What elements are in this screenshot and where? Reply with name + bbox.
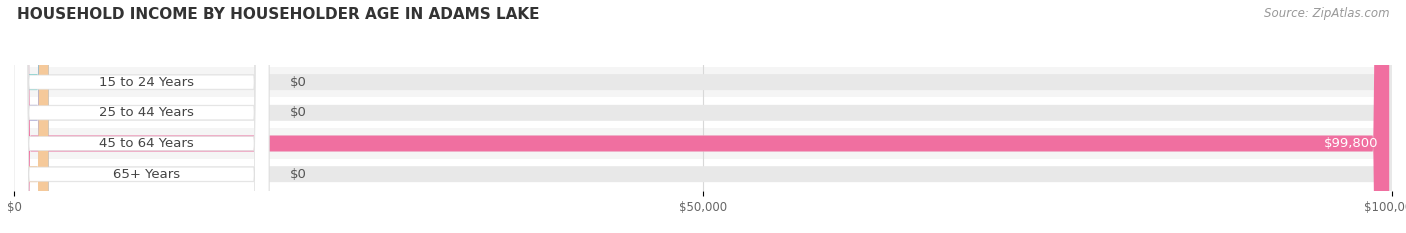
FancyBboxPatch shape bbox=[14, 0, 1392, 233]
FancyBboxPatch shape bbox=[14, 0, 269, 233]
Text: $99,800: $99,800 bbox=[1323, 137, 1378, 150]
FancyBboxPatch shape bbox=[14, 0, 48, 233]
FancyBboxPatch shape bbox=[14, 0, 1389, 233]
Text: Source: ZipAtlas.com: Source: ZipAtlas.com bbox=[1264, 7, 1389, 20]
Bar bbox=[14, 128, 1392, 159]
Bar bbox=[14, 159, 1392, 189]
FancyBboxPatch shape bbox=[14, 0, 48, 233]
Text: $0: $0 bbox=[290, 106, 307, 119]
FancyBboxPatch shape bbox=[14, 0, 1392, 233]
Bar bbox=[14, 67, 1392, 97]
FancyBboxPatch shape bbox=[14, 0, 48, 233]
Text: $0: $0 bbox=[290, 168, 307, 181]
FancyBboxPatch shape bbox=[14, 0, 269, 233]
Text: HOUSEHOLD INCOME BY HOUSEHOLDER AGE IN ADAMS LAKE: HOUSEHOLD INCOME BY HOUSEHOLDER AGE IN A… bbox=[17, 7, 540, 22]
Text: 65+ Years: 65+ Years bbox=[112, 168, 180, 181]
Text: 25 to 44 Years: 25 to 44 Years bbox=[100, 106, 194, 119]
FancyBboxPatch shape bbox=[14, 0, 269, 233]
Text: 45 to 64 Years: 45 to 64 Years bbox=[100, 137, 194, 150]
FancyBboxPatch shape bbox=[14, 0, 1392, 233]
Bar bbox=[14, 97, 1392, 128]
Text: $0: $0 bbox=[290, 76, 307, 89]
FancyBboxPatch shape bbox=[14, 0, 1392, 233]
Text: 15 to 24 Years: 15 to 24 Years bbox=[98, 76, 194, 89]
FancyBboxPatch shape bbox=[14, 0, 269, 233]
